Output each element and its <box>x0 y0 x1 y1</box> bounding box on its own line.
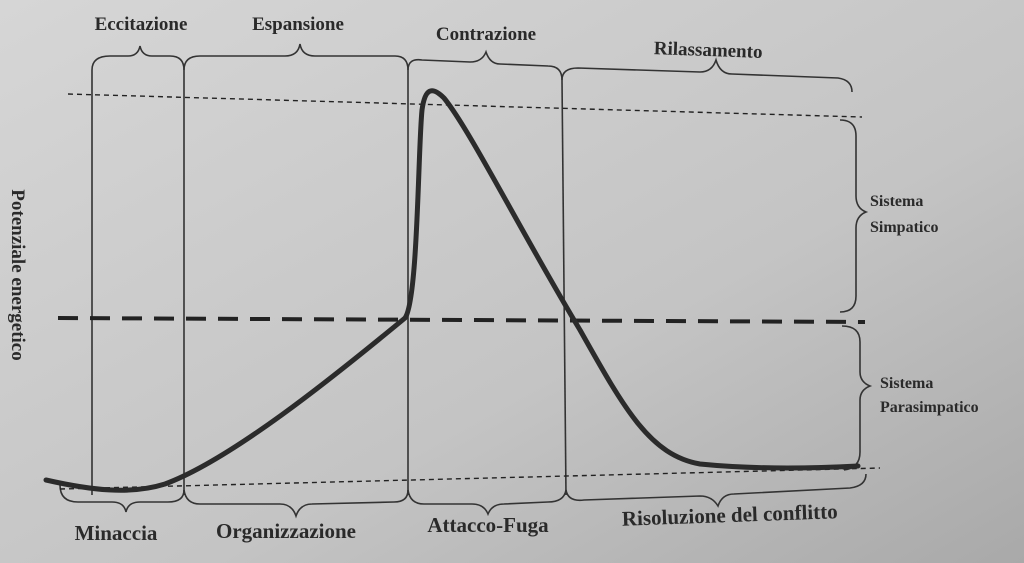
phase-dividers <box>91 70 567 496</box>
system-braces <box>839 119 873 471</box>
threshold-line <box>57 316 866 324</box>
y-axis-label: Potenziale energetico <box>7 189 28 360</box>
top-phase: Eccitazione <box>95 14 188 35</box>
bottom-phase: Attacco-Fuga <box>427 513 549 537</box>
top-braces <box>91 43 853 93</box>
bottom-phase: Minaccia <box>75 521 158 545</box>
system-label: Simpatico <box>870 219 938 236</box>
top-phase: Espansione <box>252 14 344 35</box>
energy-curve <box>43 88 861 493</box>
upper-dashed-line <box>67 93 863 118</box>
bottom-braces <box>59 473 867 519</box>
top-phase: Contrazione <box>436 24 536 45</box>
lower-dashed-line <box>59 467 881 490</box>
bottom-phase: Organizzazione <box>216 519 356 543</box>
system-label: Sistema <box>880 375 933 392</box>
system-label: Sistema <box>870 193 923 210</box>
system-label: Parasimpatico <box>880 399 979 416</box>
top-phase: Rilassamento <box>653 38 762 63</box>
